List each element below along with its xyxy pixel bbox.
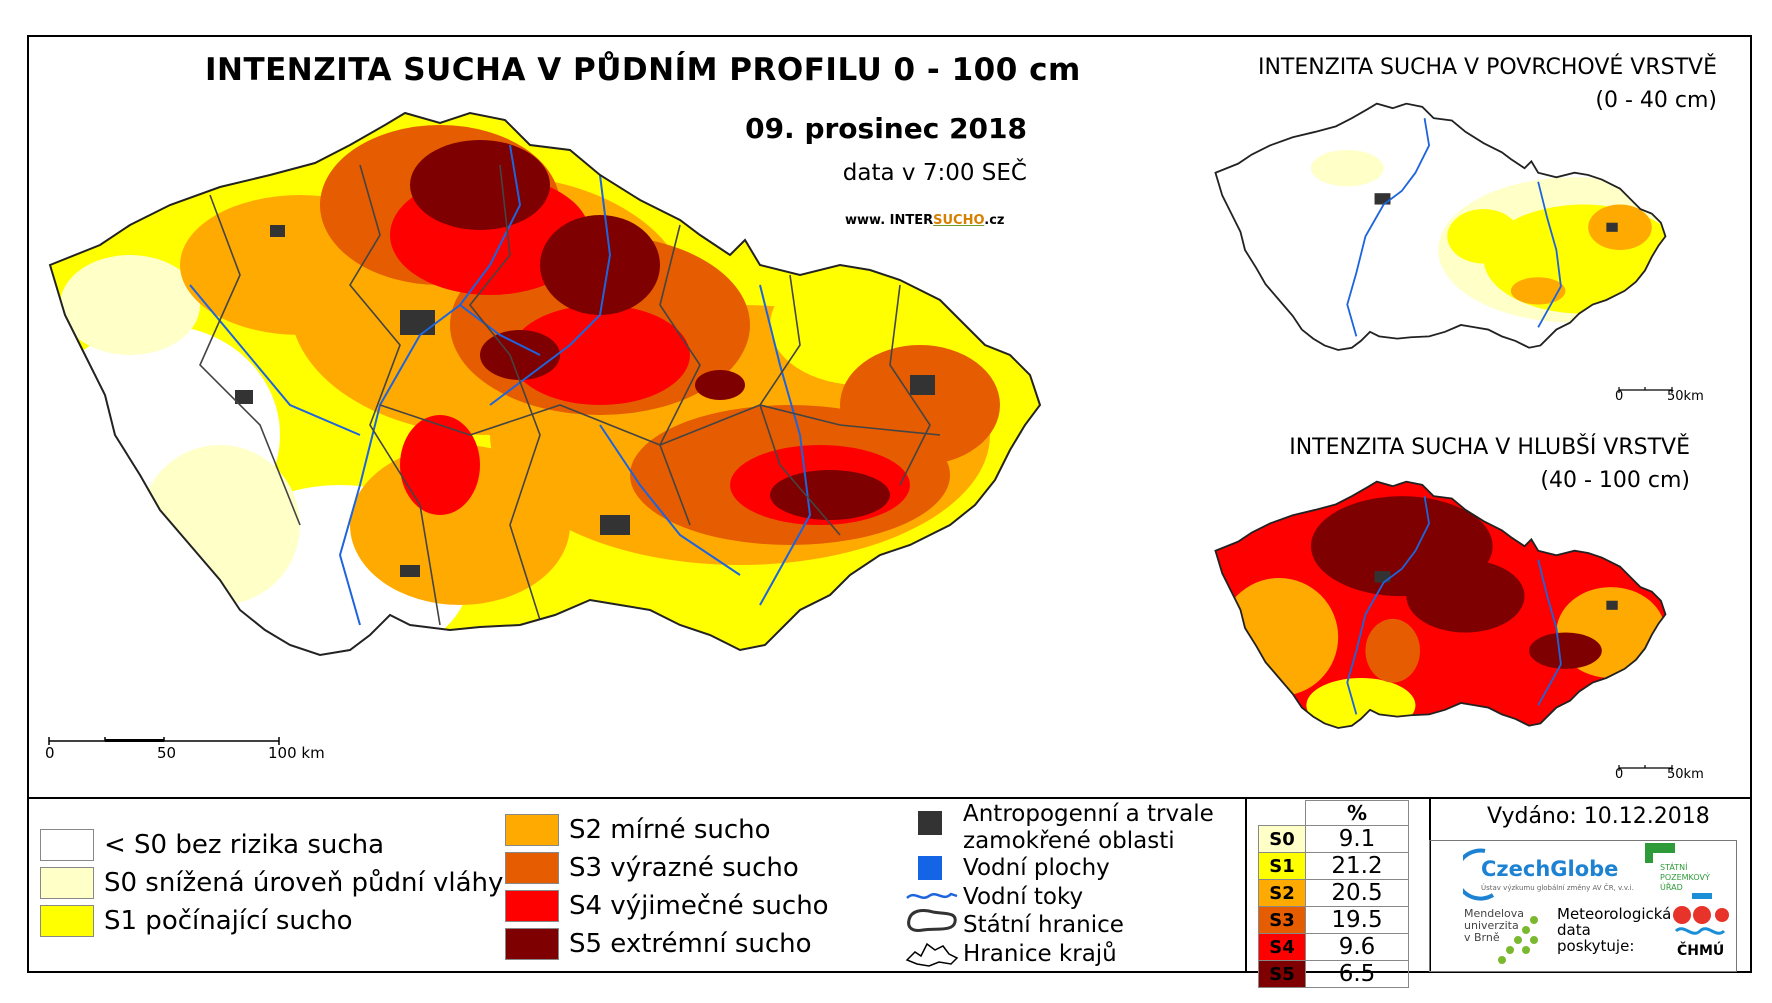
legend-item-s4: S4 výjimečné sucho (505, 890, 829, 922)
logo-divider (1429, 797, 1431, 973)
inset-scale-label: 50km (1667, 767, 1704, 782)
czechglobe-name: CzechGlobe (1481, 857, 1619, 881)
spu-logo-mark (1645, 843, 1675, 853)
region-border-icon (905, 942, 959, 967)
state-border-label: Státní hranice (963, 912, 1124, 938)
scale-label: 0 (45, 744, 55, 762)
inset-deep-subtitle: (40 - 100 cm) (1540, 468, 1690, 493)
table-value-cell: 21.2 (1305, 852, 1409, 880)
table-value-cell: 19.5 (1305, 906, 1409, 934)
inset-surface-subtitle: (0 - 40 cm) (1595, 88, 1717, 113)
inset-scale-label: 50km (1667, 389, 1704, 404)
legend-swatch (40, 867, 94, 899)
table-class-cell: S4 (1258, 933, 1306, 961)
legend-divider (27, 797, 1752, 799)
table-value-cell: 20.5 (1305, 879, 1409, 907)
table-row: S5 6.5 (1258, 960, 1409, 988)
table-value-cell: 9.1 (1305, 825, 1409, 853)
table-row: S0 9.1 (1258, 825, 1409, 853)
czechglobe-subtitle: Ústav výzkumu globální změny AV ČR, v.v.… (1481, 884, 1634, 892)
mendel-logo (1498, 916, 1538, 964)
table-class-cell: S2 (1258, 879, 1306, 907)
water-body-icon (918, 856, 942, 880)
spu-logo-text: STÁTNÍ POZEMKOVÝ ÚŘAD (1660, 863, 1710, 892)
legend-swatch (505, 890, 559, 922)
table-row: S4 9.6 (1258, 933, 1409, 961)
table-divider (1245, 797, 1247, 973)
table-header-empty (1258, 800, 1306, 826)
chmu-name: ČHMÚ (1677, 943, 1725, 959)
inset-scale-bar (1618, 387, 1673, 393)
inset-scale-bar (1618, 765, 1673, 771)
river-icon (906, 892, 958, 899)
page-title: INTENZITA SUCHA V PŮDNÍM PROFILU 0 - 100… (205, 52, 1081, 88)
table-class-cell: S1 (1258, 852, 1306, 880)
table-header-percent: % (1305, 800, 1409, 826)
inset-deep-title: INTENZITA SUCHA V HLUBŠÍ VRSTVĚ (1289, 435, 1690, 460)
inset-scale-label: 0 (1615, 767, 1624, 782)
rivers-label: Vodní toky (963, 884, 1084, 910)
czechglobe-logo (1463, 848, 1495, 901)
legend-item-s1: S1 počínající sucho (40, 905, 353, 937)
legend-swatch (505, 814, 559, 846)
table-row: S2 20.5 (1258, 879, 1409, 907)
legend-item-s0: S0 snížená úroveň půdní vláhy (40, 867, 503, 899)
state-border-icon (907, 909, 957, 932)
legend-item-s2: S2 mírné sucho (505, 814, 771, 846)
percent-table: % S0 9.1 S1 21.2 S2 20.5 S3 19.5 S4 9.6 … (1258, 800, 1409, 988)
table-class-cell: S3 (1258, 906, 1306, 934)
legend-item-below-s0: < S0 bez rizika sucha (40, 829, 384, 861)
anthropogenic-area-icon (918, 811, 942, 835)
legend-item-s3: S3 výrazné sucho (505, 852, 799, 884)
table-class-cell: S5 (1258, 960, 1306, 988)
anthropogenic-label: Antropogenní a trvale zamokřené oblasti (963, 801, 1214, 854)
mendel-logo-text: Mendelova univerzita v Brně (1464, 907, 1525, 944)
table-class-cell: S0 (1258, 825, 1306, 853)
table-row: S1 21.2 (1258, 852, 1409, 880)
water-bodies-label: Vodní plochy (963, 855, 1110, 881)
map-date: 09. prosinec 2018 (745, 112, 1027, 145)
legend-swatch (40, 905, 94, 937)
inset-surface-title: INTENZITA SUCHA V POVRCHOVÉ VRSTVĚ (1257, 55, 1717, 80)
scale-label: 50 (157, 744, 177, 762)
legend-swatch (40, 829, 94, 861)
table-value-cell: 9.6 (1305, 933, 1409, 961)
data-time: data v 7:00 SEČ (842, 160, 1027, 186)
logos-panel (1429, 840, 1737, 972)
main-scale-bar (48, 737, 280, 745)
legend-swatch (505, 928, 559, 960)
scale-label: 100 km (268, 744, 325, 762)
legend-item-s5: S5 extrémní sucho (505, 928, 812, 960)
inset-scale-label: 0 (1615, 389, 1624, 404)
chmu-logo (1673, 893, 1729, 935)
main-drought-map (49, 112, 1041, 656)
data-provider-text: Meteorologická data poskytuje: (1557, 905, 1672, 955)
table-row: S3 19.5 (1258, 906, 1409, 934)
legend-swatch (505, 852, 559, 884)
table-header-row: % (1258, 800, 1409, 826)
deep-layer-map (1214, 480, 1667, 729)
website-link[interactable]: www. INTERSUCHO.cz (845, 213, 1005, 228)
issued-date: Vydáno: 10.12.2018 (1487, 804, 1710, 829)
table-value-cell: 6.5 (1305, 960, 1409, 988)
region-border-label: Hranice krajů (963, 941, 1117, 967)
surface-layer-map (1214, 102, 1667, 351)
spu-logo-mark-stem (1645, 843, 1653, 863)
map-frame (27, 35, 1752, 973)
